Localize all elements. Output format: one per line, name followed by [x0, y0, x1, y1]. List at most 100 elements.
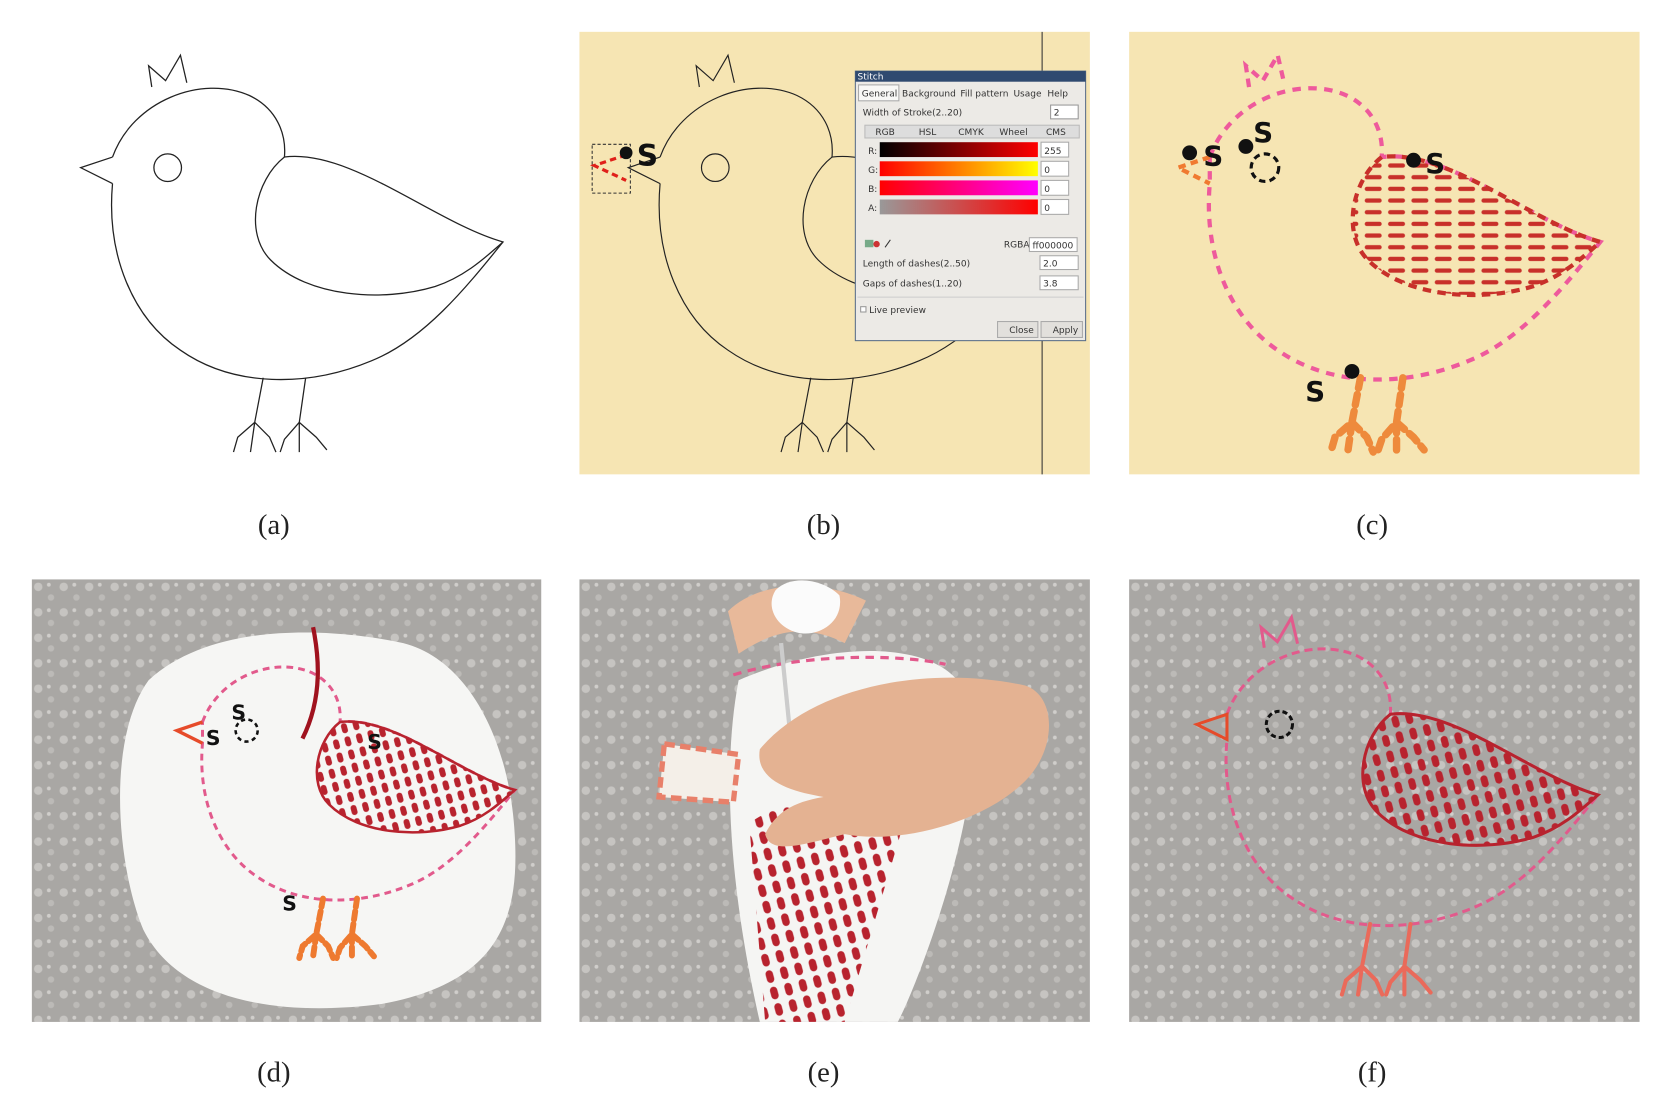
eye-stitch: [234, 718, 259, 743]
canvas: [31, 31, 542, 475]
start-label: S: [1253, 116, 1273, 149]
channel-value[interactable]: 0: [1044, 185, 1050, 195]
color-tab[interactable]: RGB: [875, 128, 894, 138]
thread: [300, 626, 320, 740]
eye-stitch: [1249, 152, 1281, 184]
tab-label[interactable]: Help: [1047, 90, 1068, 100]
beak-stitch: [1172, 155, 1211, 186]
channel-label: B:: [868, 185, 877, 195]
panel-a: [31, 31, 542, 475]
panel-c: S S S S: [1129, 31, 1640, 475]
stroke-width-input[interactable]: [1050, 104, 1079, 120]
caption: (b): [807, 509, 840, 541]
caption: (c): [1356, 509, 1388, 541]
eye-stitch: [1264, 709, 1295, 739]
tab-label[interactable]: Fill pattern: [960, 90, 1008, 100]
picker-icon[interactable]: [864, 239, 874, 248]
stitch-dialog: Stitch General Background Fill pattern U…: [854, 70, 1087, 342]
selection-box: [591, 143, 631, 194]
apply-label[interactable]: Apply: [1053, 326, 1079, 336]
close-label[interactable]: Close: [1009, 326, 1034, 336]
start-point: [1238, 139, 1254, 154]
body-stitch: [732, 655, 946, 677]
beak-stitch: [590, 153, 627, 182]
beak-stitch: [172, 720, 204, 745]
hand: [759, 677, 1050, 847]
beak-stitch: [1192, 712, 1229, 742]
channel-label: R:: [868, 147, 877, 157]
start-label: S: [367, 730, 382, 754]
color-tab[interactable]: CMS: [1046, 128, 1066, 138]
caption: (d): [257, 1056, 290, 1088]
caption: (e): [808, 1056, 840, 1088]
close-button[interactable]: [997, 321, 1039, 338]
color-tabs: RGB HSL CMYK Wheel CMS: [864, 124, 1080, 139]
panel-f: [1129, 579, 1640, 1022]
channel-value[interactable]: 255: [1044, 147, 1061, 157]
color-tab[interactable]: Wheel: [999, 128, 1027, 138]
start-label: S: [231, 700, 246, 724]
crest-stitch: [1259, 613, 1300, 648]
start-label: S: [637, 139, 658, 174]
dash-length-input[interactable]: [1039, 255, 1079, 271]
caption: (a): [258, 509, 290, 541]
wing-fill: [1350, 154, 1605, 298]
panel-d: S S S S: [31, 579, 542, 1022]
apply-button[interactable]: [1040, 321, 1083, 338]
color-tab[interactable]: CMYK: [958, 128, 985, 138]
channel-input[interactable]: [1040, 179, 1070, 196]
start-label: S: [206, 726, 221, 750]
wing-stitch: [749, 792, 909, 1022]
color-tab-bar: [864, 124, 1080, 139]
channel-input[interactable]: [1040, 198, 1070, 215]
start-label: S: [282, 891, 297, 915]
dropper-icon[interactable]: [884, 239, 891, 248]
title-bar: [855, 71, 1086, 82]
tab-label[interactable]: General: [862, 90, 898, 100]
channel-slider[interactable]: [879, 199, 1038, 215]
color-tab[interactable]: HSL: [919, 128, 937, 138]
dialog-title: Stitch: [857, 73, 883, 83]
channel-input[interactable]: [1040, 160, 1070, 177]
body-stitch: [1224, 647, 1601, 928]
channel-slider[interactable]: [879, 161, 1038, 177]
body-stitch: [200, 665, 518, 902]
start-label: S: [1425, 147, 1445, 180]
stroke-width-value[interactable]: 2: [1054, 109, 1060, 119]
wing-stitch: [1361, 712, 1602, 847]
start-point: [619, 146, 633, 160]
tab-label[interactable]: Usage: [1013, 90, 1042, 100]
leg-stitch: [656, 740, 742, 806]
channel-value[interactable]: 0: [1044, 204, 1050, 214]
dash-gap-value[interactable]: 3.8: [1043, 280, 1058, 290]
start-point: [1182, 145, 1198, 161]
live-preview-label[interactable]: Live preview: [869, 306, 926, 316]
tabs: General Background Fill pattern Usage He…: [857, 84, 1068, 102]
start-point: [1406, 152, 1421, 168]
dash-gap-input[interactable]: [1039, 275, 1079, 291]
dash-length-value[interactable]: 2.0: [1043, 259, 1058, 269]
channel-slider[interactable]: [879, 180, 1038, 196]
channels: R: 255 G: 0 B: 0 A: 0: [868, 141, 1070, 215]
live-preview-checkbox[interactable]: [860, 306, 867, 313]
picker-icon[interactable]: [873, 240, 880, 248]
tab-label[interactable]: Background: [902, 90, 956, 100]
dash-gap-label: Gaps of dashes(1..20): [863, 280, 962, 290]
wing-stitch: [315, 720, 518, 834]
dash-length-label: Length of dashes(2..50): [863, 259, 970, 269]
channel-input[interactable]: [1040, 141, 1070, 158]
stroke-width-label: Width of Stroke(2..20): [863, 109, 962, 119]
channel-slider[interactable]: [879, 142, 1038, 158]
rgba-input[interactable]: [1028, 237, 1078, 253]
tissue: [771, 580, 841, 634]
channel-value[interactable]: 0: [1044, 166, 1050, 176]
tab[interactable]: [857, 84, 900, 102]
caption: (f): [1358, 1056, 1387, 1088]
panel-e: [579, 579, 1090, 1022]
rgba-value[interactable]: ff000000: [1033, 241, 1074, 251]
start-label: S: [1203, 140, 1223, 173]
body-stitch: [1206, 86, 1604, 382]
paper-pattern: [120, 632, 516, 1009]
